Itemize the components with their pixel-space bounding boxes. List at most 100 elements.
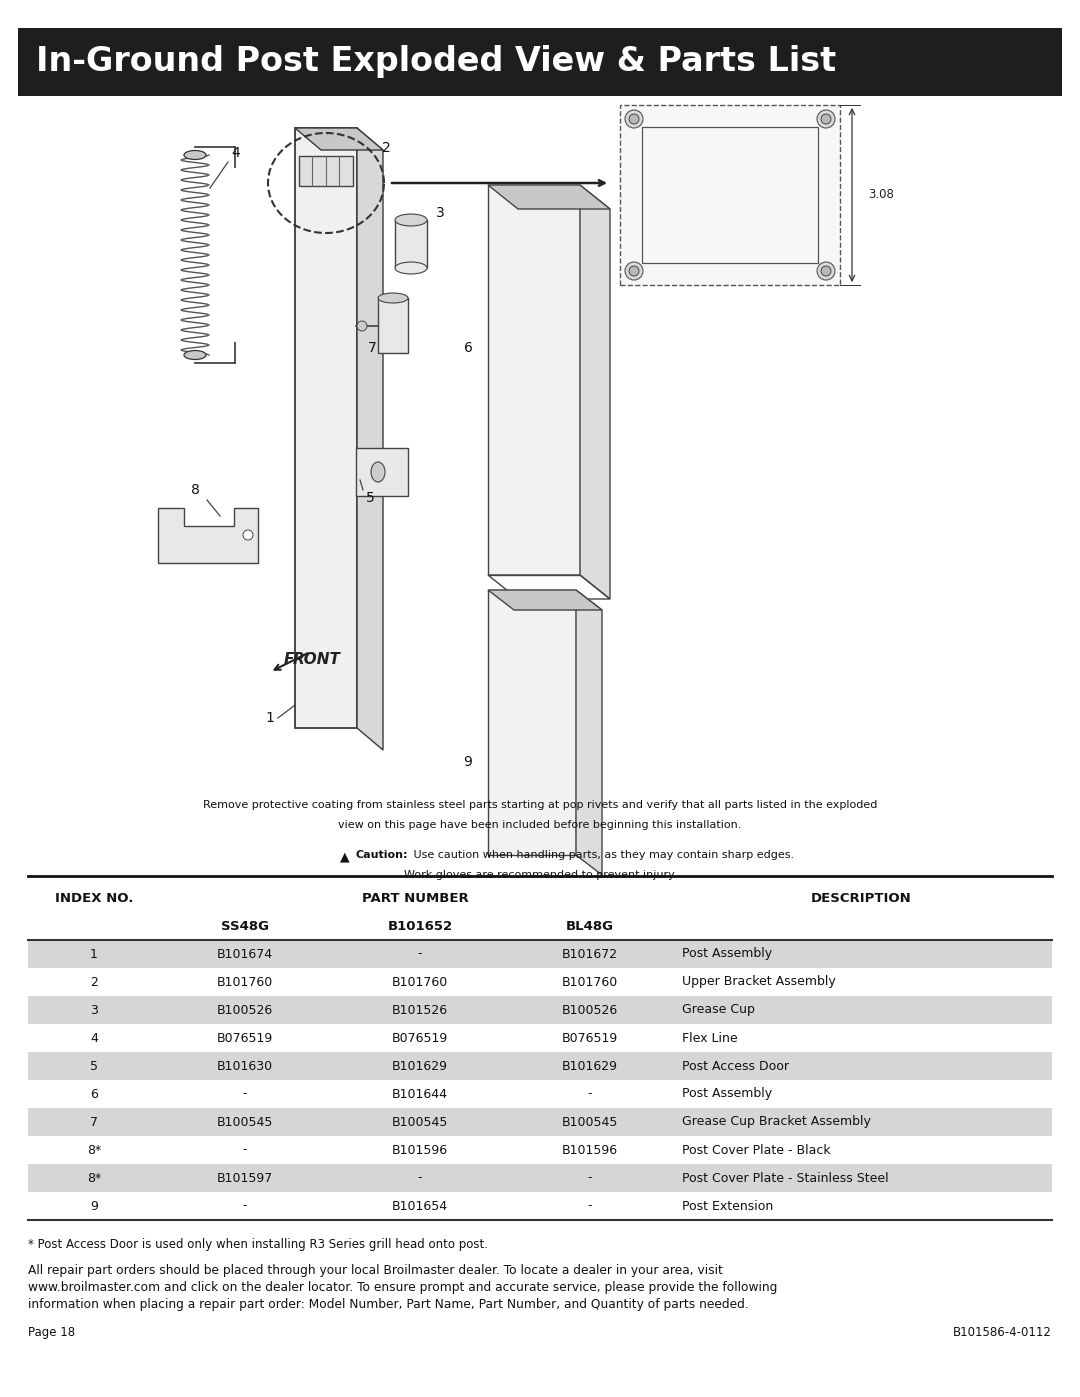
Text: Grease Cup: Grease Cup <box>681 1003 755 1017</box>
Text: B101629: B101629 <box>562 1059 618 1073</box>
Text: -: - <box>588 1172 592 1185</box>
Text: 4: 4 <box>231 147 241 161</box>
Text: Post Assembly: Post Assembly <box>681 1087 772 1101</box>
Text: Caution:: Caution: <box>356 849 408 861</box>
Ellipse shape <box>395 214 427 226</box>
Text: -: - <box>418 947 422 961</box>
Text: -: - <box>243 1087 247 1101</box>
Text: B101760: B101760 <box>562 975 618 989</box>
Bar <box>28 1164 1052 1192</box>
Text: B101674: B101674 <box>217 947 273 961</box>
Text: All repair part orders should be placed through your local Broilmaster dealer. T: All repair part orders should be placed … <box>28 1264 723 1277</box>
Text: I: I <box>32 45 45 80</box>
Text: Remove protective coating from stainless steel parts starting at pop rivets and : Remove protective coating from stainless… <box>203 800 877 810</box>
Text: N-G: N-G <box>32 45 107 80</box>
Text: F: F <box>284 652 295 668</box>
Text: B100545: B100545 <box>562 1115 618 1129</box>
Bar <box>28 996 1052 1024</box>
Circle shape <box>629 265 639 277</box>
Text: -: - <box>243 1144 247 1157</box>
Circle shape <box>625 263 643 279</box>
Text: view on this page have been included before beginning this installation.: view on this page have been included bef… <box>338 820 742 830</box>
Text: Page 18: Page 18 <box>28 1326 76 1338</box>
Text: 3: 3 <box>90 1003 98 1017</box>
Text: Post Access Door: Post Access Door <box>681 1059 789 1073</box>
Ellipse shape <box>184 351 206 359</box>
Polygon shape <box>580 184 610 599</box>
Bar <box>28 1052 1052 1080</box>
Bar <box>642 127 818 263</box>
Bar <box>395 219 427 268</box>
Bar <box>356 448 408 496</box>
Bar <box>28 940 1052 968</box>
Text: www.broilmaster.com and click on the dealer locator. To ensure prompt and accura: www.broilmaster.com and click on the dea… <box>28 1281 778 1294</box>
Text: B076519: B076519 <box>392 1031 448 1045</box>
Bar <box>488 184 580 576</box>
Text: In-Ground Post Exploded View & Parts List: In-Ground Post Exploded View & Parts Lis… <box>38 46 838 78</box>
Text: B100545: B100545 <box>217 1115 273 1129</box>
Text: B101597: B101597 <box>217 1172 273 1185</box>
Text: B101672: B101672 <box>562 947 618 961</box>
Text: Post Cover Plate - Black: Post Cover Plate - Black <box>681 1144 831 1157</box>
Bar <box>18 28 1062 96</box>
Text: 3.08: 3.08 <box>868 189 894 201</box>
Ellipse shape <box>184 151 206 159</box>
Text: Post Assembly: Post Assembly <box>681 947 772 961</box>
Text: B076519: B076519 <box>217 1031 273 1045</box>
Text: 9: 9 <box>463 754 472 768</box>
Text: 2: 2 <box>381 141 390 155</box>
Text: 8*: 8* <box>86 1144 102 1157</box>
Text: -: - <box>588 1200 592 1213</box>
Circle shape <box>816 263 835 279</box>
Ellipse shape <box>372 462 384 482</box>
Text: -: - <box>243 1200 247 1213</box>
Circle shape <box>821 265 831 277</box>
Text: -: - <box>588 1087 592 1101</box>
Text: 8*: 8* <box>86 1172 102 1185</box>
Bar <box>28 1108 1052 1136</box>
Circle shape <box>821 115 831 124</box>
Text: In-Ground Post Exploded View & Parts List: In-Ground Post Exploded View & Parts Lis… <box>36 46 836 78</box>
Polygon shape <box>357 129 383 750</box>
Text: PART NUMBER: PART NUMBER <box>362 891 469 904</box>
Polygon shape <box>488 184 610 210</box>
Text: 1: 1 <box>266 711 274 725</box>
Polygon shape <box>295 129 383 149</box>
Polygon shape <box>576 590 602 875</box>
Text: 5: 5 <box>366 490 375 504</box>
Text: 2: 2 <box>90 975 98 989</box>
Text: B101652: B101652 <box>388 919 453 933</box>
Circle shape <box>243 529 253 541</box>
Text: B101596: B101596 <box>392 1144 448 1157</box>
Text: 8: 8 <box>190 483 200 497</box>
Text: 4: 4 <box>90 1031 98 1045</box>
Text: 5: 5 <box>90 1059 98 1073</box>
Bar <box>620 105 840 285</box>
Text: INDEX NO.: INDEX NO. <box>55 891 133 904</box>
Text: B101526: B101526 <box>392 1003 448 1017</box>
Text: B101586-4-0112: B101586-4-0112 <box>954 1326 1052 1338</box>
Bar <box>488 590 576 855</box>
Text: Grease Cup Bracket Assembly: Grease Cup Bracket Assembly <box>681 1115 870 1129</box>
Bar <box>378 298 408 353</box>
Text: 1: 1 <box>90 947 98 961</box>
Bar <box>299 156 353 186</box>
Text: B100526: B100526 <box>217 1003 273 1017</box>
Polygon shape <box>158 509 258 563</box>
Text: Work gloves are recommended to prevent injury.: Work gloves are recommended to prevent i… <box>404 870 676 880</box>
Text: B076519: B076519 <box>562 1031 618 1045</box>
Text: 9: 9 <box>90 1200 98 1213</box>
Text: Post Cover Plate - Stainless Steel: Post Cover Plate - Stainless Steel <box>681 1172 889 1185</box>
Text: B101760: B101760 <box>392 975 448 989</box>
Ellipse shape <box>395 263 427 274</box>
Text: 7: 7 <box>367 341 376 355</box>
Circle shape <box>629 115 639 124</box>
Text: B101644: B101644 <box>392 1087 448 1101</box>
Text: 3: 3 <box>435 205 444 219</box>
Text: B101629: B101629 <box>392 1059 448 1073</box>
Circle shape <box>357 321 367 331</box>
Text: DESCRIPTION: DESCRIPTION <box>811 891 912 904</box>
Text: RONT: RONT <box>293 652 341 668</box>
Text: B101760: B101760 <box>217 975 273 989</box>
Text: B101630: B101630 <box>217 1059 273 1073</box>
